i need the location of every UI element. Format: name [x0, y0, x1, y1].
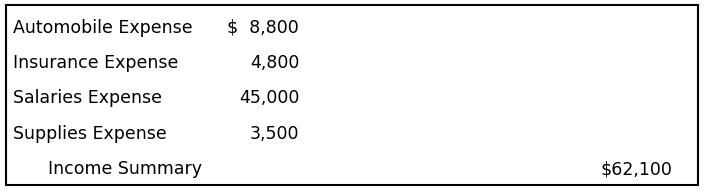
Text: $  8,800: $ 8,800: [227, 19, 299, 37]
Text: 4,800: 4,800: [250, 54, 299, 72]
Text: 45,000: 45,000: [239, 89, 299, 107]
Text: $62,100: $62,100: [601, 160, 672, 178]
Text: 3,500: 3,500: [250, 125, 299, 143]
Text: Salaries Expense: Salaries Expense: [13, 89, 162, 107]
Text: Automobile Expense: Automobile Expense: [13, 19, 192, 37]
Text: Insurance Expense: Insurance Expense: [13, 54, 178, 72]
Text: Supplies Expense: Supplies Expense: [13, 125, 166, 143]
Text: Income Summary: Income Summary: [48, 160, 202, 178]
